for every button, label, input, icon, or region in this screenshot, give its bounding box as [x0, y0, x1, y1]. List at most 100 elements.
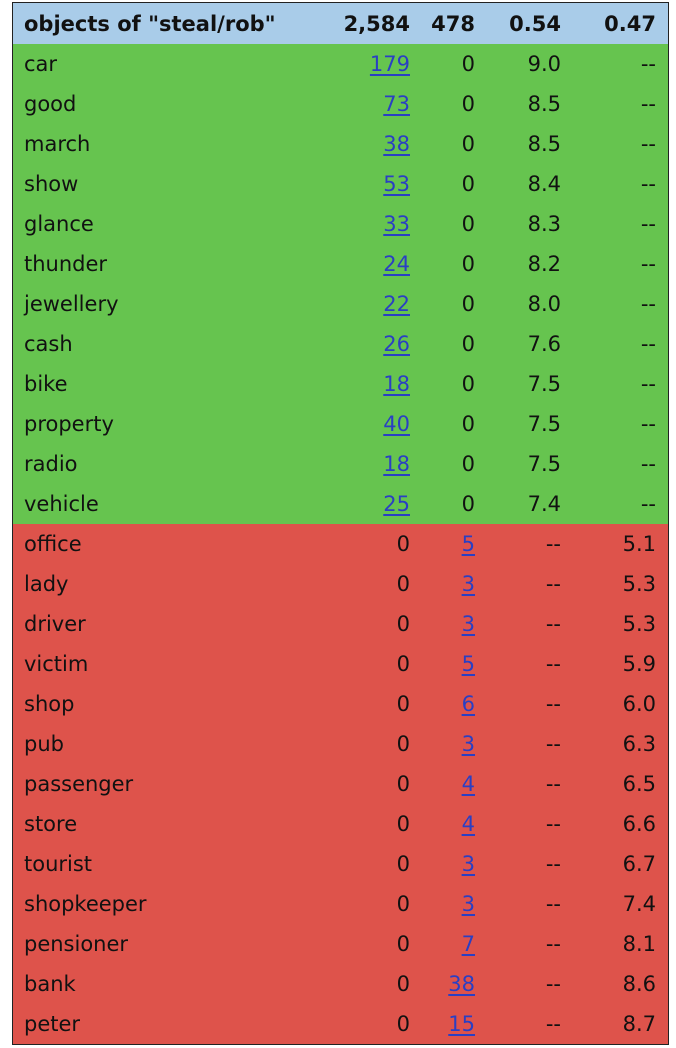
row-count-right: 0 — [413, 204, 487, 244]
row-count-left-link[interactable]: 18 — [383, 372, 410, 396]
row-count-right-link[interactable]: 5 — [461, 652, 475, 676]
row-word: peter — [13, 1004, 335, 1044]
row-count-right: 5 — [413, 524, 487, 564]
table-row: radio 18 0 7.5 -- — [13, 444, 668, 484]
row-count-left: 53 — [335, 164, 413, 204]
collocation-table-container: objects of "steal/rob" 2,584 478 0.54 0.… — [12, 2, 669, 1045]
row-word: cash — [13, 324, 335, 364]
row-count-right-link[interactable]: 3 — [461, 572, 475, 596]
table-row: shopkeeper 0 3 -- 7.4 — [13, 884, 668, 924]
row-count-right: 0 — [413, 444, 487, 484]
row-count-right-link[interactable]: 6 — [461, 692, 475, 716]
header-row: objects of "steal/rob" 2,584 478 0.54 0.… — [13, 3, 668, 44]
row-score-right: 6.7 — [573, 844, 668, 884]
row-count-left: 0 — [335, 564, 413, 604]
row-score-left: 8.5 — [487, 84, 573, 124]
row-count-right: 0 — [413, 164, 487, 204]
row-count-left-link[interactable]: 38 — [383, 132, 410, 156]
row-score-right: 8.1 — [573, 924, 668, 964]
row-score-left: 9.0 — [487, 44, 573, 84]
row-word: shopkeeper — [13, 884, 335, 924]
table-row: property 40 0 7.5 -- — [13, 404, 668, 444]
row-count-right-link[interactable]: 15 — [448, 1012, 475, 1036]
row-word: driver — [13, 604, 335, 644]
row-count-right: 4 — [413, 804, 487, 844]
row-count-right-link[interactable]: 5 — [461, 532, 475, 556]
row-score-right: -- — [573, 284, 668, 324]
row-count-right: 6 — [413, 684, 487, 724]
row-count-right: 3 — [413, 564, 487, 604]
table-row: bike 18 0 7.5 -- — [13, 364, 668, 404]
row-count-right-link[interactable]: 3 — [461, 852, 475, 876]
row-word: pub — [13, 724, 335, 764]
row-count-right-link[interactable]: 4 — [461, 812, 475, 836]
table-row: pensioner 0 7 -- 8.1 — [13, 924, 668, 964]
header-count-right: 478 — [413, 3, 487, 44]
row-count-left-link[interactable]: 26 — [383, 332, 410, 356]
row-count-right: 3 — [413, 844, 487, 884]
row-count-left-link[interactable]: 18 — [383, 452, 410, 476]
table-row: passenger 0 4 -- 6.5 — [13, 764, 668, 804]
row-count-left-link[interactable]: 33 — [383, 212, 410, 236]
header-score-left: 0.54 — [487, 3, 573, 44]
table-row: pub 0 3 -- 6.3 — [13, 724, 668, 764]
row-score-right: 5.9 — [573, 644, 668, 684]
row-score-left: -- — [487, 964, 573, 1004]
row-count-right-link[interactable]: 3 — [461, 892, 475, 916]
row-score-left: -- — [487, 604, 573, 644]
row-count-right: 3 — [413, 884, 487, 924]
table-row: jewellery 22 0 8.0 -- — [13, 284, 668, 324]
table-row: store 0 4 -- 6.6 — [13, 804, 668, 844]
collocation-table: objects of "steal/rob" 2,584 478 0.54 0.… — [13, 3, 668, 1044]
row-score-right: -- — [573, 244, 668, 284]
row-count-right: 15 — [413, 1004, 487, 1044]
table-row: driver 0 3 -- 5.3 — [13, 604, 668, 644]
row-count-right: 0 — [413, 404, 487, 444]
table-row: peter 0 15 -- 8.7 — [13, 1004, 668, 1044]
row-count-right: 3 — [413, 724, 487, 764]
row-count-right: 3 — [413, 604, 487, 644]
table-header: objects of "steal/rob" 2,584 478 0.54 0.… — [13, 3, 668, 44]
row-count-left-link[interactable]: 22 — [383, 292, 410, 316]
row-count-right: 0 — [413, 124, 487, 164]
row-score-left: -- — [487, 684, 573, 724]
table-row: lady 0 3 -- 5.3 — [13, 564, 668, 604]
row-score-left: 7.5 — [487, 404, 573, 444]
table-row: tourist 0 3 -- 6.7 — [13, 844, 668, 884]
row-word: thunder — [13, 244, 335, 284]
row-score-right: -- — [573, 164, 668, 204]
row-count-right: 0 — [413, 84, 487, 124]
row-score-right: -- — [573, 444, 668, 484]
row-count-left: 0 — [335, 724, 413, 764]
row-count-left: 38 — [335, 124, 413, 164]
row-count-left: 179 — [335, 44, 413, 84]
row-count-left-link[interactable]: 25 — [383, 492, 410, 516]
row-count-left: 73 — [335, 84, 413, 124]
row-count-left: 24 — [335, 244, 413, 284]
row-count-left-link[interactable]: 179 — [369, 52, 410, 76]
row-word: bike — [13, 364, 335, 404]
row-score-left: 8.4 — [487, 164, 573, 204]
row-count-right-link[interactable]: 38 — [448, 972, 475, 996]
row-count-left: 0 — [335, 684, 413, 724]
row-word: jewellery — [13, 284, 335, 324]
row-count-right-link[interactable]: 4 — [461, 772, 475, 796]
row-count-left-link[interactable]: 24 — [383, 252, 410, 276]
row-count-right: 0 — [413, 364, 487, 404]
row-score-right: -- — [573, 84, 668, 124]
row-word: tourist — [13, 844, 335, 884]
row-count-left: 0 — [335, 924, 413, 964]
row-count-left-link[interactable]: 53 — [383, 172, 410, 196]
row-score-right: -- — [573, 124, 668, 164]
row-count-left-link[interactable]: 73 — [383, 92, 410, 116]
row-score-right: 8.6 — [573, 964, 668, 1004]
row-count-left-link[interactable]: 40 — [383, 412, 410, 436]
row-count-left: 33 — [335, 204, 413, 244]
row-count-right-link[interactable]: 3 — [461, 612, 475, 636]
row-count-right-link[interactable]: 7 — [461, 932, 475, 956]
row-word: march — [13, 124, 335, 164]
row-count-left: 18 — [335, 364, 413, 404]
row-score-right: 6.3 — [573, 724, 668, 764]
row-count-right-link[interactable]: 3 — [461, 732, 475, 756]
table-row: thunder 24 0 8.2 -- — [13, 244, 668, 284]
